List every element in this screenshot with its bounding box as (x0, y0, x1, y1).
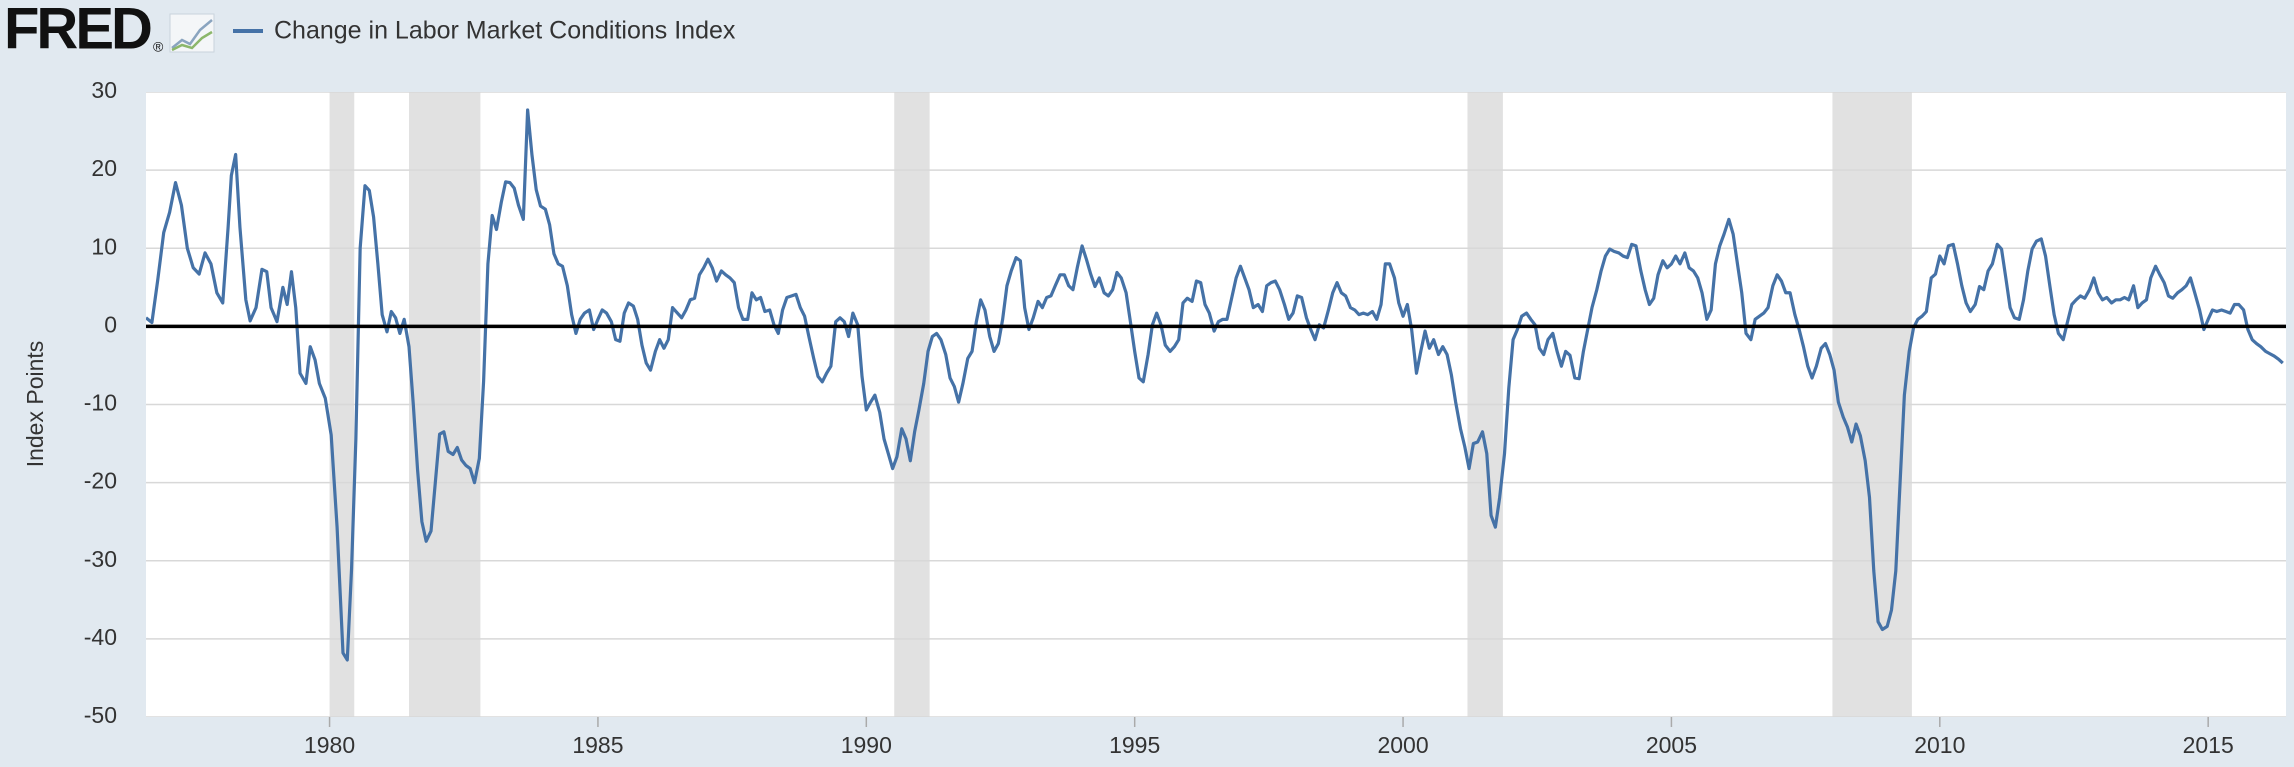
logo-mark: ® (153, 39, 164, 55)
x-tick-label: 2015 (2183, 732, 2234, 758)
y-tick-label: -20 (84, 468, 117, 494)
x-tick-label: 1990 (841, 732, 892, 758)
y-tick-label: -50 (84, 702, 117, 728)
series-line (146, 108, 2284, 662)
plot-layer (146, 92, 2286, 717)
y-tick-label: -10 (84, 390, 117, 416)
y-tick-label: 0 (104, 311, 117, 337)
y-tick-label: 30 (91, 77, 117, 103)
y-tick-label: -30 (84, 546, 117, 572)
x-tick-label: 2005 (1646, 732, 1697, 758)
logo-icon-frame (169, 13, 215, 53)
y-tick-label: 20 (91, 155, 117, 181)
y-axis-label: Index Points (22, 341, 48, 468)
x-tick-label: 1980 (304, 732, 355, 758)
x-tick-label: 2010 (1914, 732, 1965, 758)
y-tick-label: 10 (91, 233, 117, 259)
legend-label: Change in Labor Market Conditions Index (274, 17, 736, 45)
logo: FRED (4, 0, 151, 61)
logo-icon-line (171, 30, 213, 52)
logo-icon (169, 13, 215, 53)
x-tick-label: 2000 (1377, 732, 1428, 758)
x-tick-label: 1985 (572, 732, 623, 758)
y-tick-label: -40 (84, 624, 117, 650)
x-tick-label: 1995 (1109, 732, 1160, 758)
logo-icon-line (171, 19, 213, 49)
